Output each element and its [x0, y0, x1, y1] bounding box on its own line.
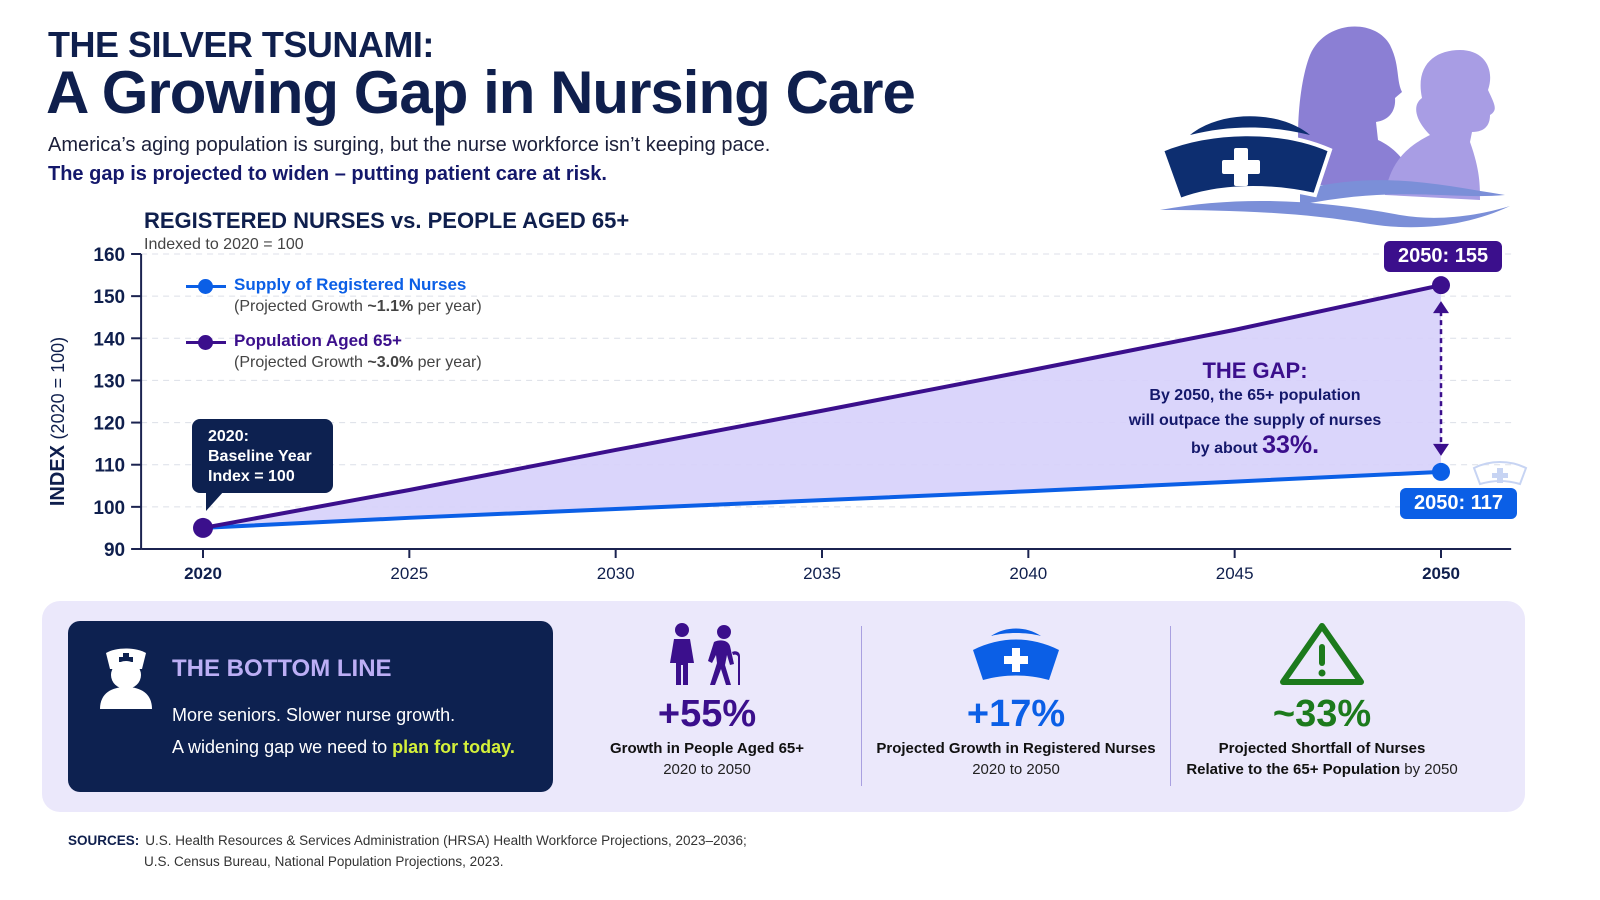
- legend-note: (Projected Growth ~1.1% per year): [234, 298, 482, 315]
- y-tick-label: 120: [93, 414, 125, 435]
- nurses-line: [202, 469, 1442, 530]
- warning-icon: [1280, 623, 1364, 685]
- legend-item-population: Population Aged 65+ (Projected Growth ~3…: [186, 331, 482, 372]
- kicker-title: THE SILVER TSUNAMI:: [48, 24, 434, 65]
- y-tick-label: 140: [93, 329, 125, 350]
- y-tick-label: 110: [94, 456, 125, 477]
- source-line: U.S. Health Resources & Services Adminis…: [145, 833, 747, 848]
- chart-title: REGISTERED NURSES vs. PEOPLE AGED 65+: [144, 208, 630, 233]
- x-tick-label: 2020: [184, 564, 222, 583]
- stat-sub: 2020 to 2050: [663, 761, 751, 778]
- source-line: U.S. Census Bureau, National Population …: [144, 854, 504, 869]
- stat-nurses: +17% Projected Growth in Registered Nurs…: [866, 622, 1166, 778]
- stat-value: ~33%: [1272, 693, 1372, 735]
- y-tick-label: 90: [104, 540, 125, 561]
- nurse-avatar-icon: [100, 648, 152, 709]
- subtitle: America’s aging population is surging, b…: [48, 134, 771, 156]
- y-tick-label: 160: [93, 245, 125, 266]
- baseline-callout: 2020: Baseline Year Index = 100: [192, 419, 333, 511]
- bottom-line-title: THE BOTTOM LINE: [172, 655, 392, 682]
- nurses-2050-point: [1432, 462, 1450, 481]
- nurse-cap-icon: [973, 628, 1059, 680]
- population-2050-label: 2050: 155: [1384, 241, 1503, 272]
- bottom-line-text: More seniors. Slower nurse growth.: [172, 705, 456, 725]
- small-nurse-cap-icon: [1472, 461, 1528, 486]
- population-2050-point: [1432, 276, 1450, 295]
- stat-seniors: +55% Growth in People Aged 65+ 2020 to 2…: [557, 622, 857, 778]
- stat-sub: Relative to the 65+ Population by 2050: [1186, 761, 1458, 778]
- x-tick-label: 2045: [1216, 564, 1254, 583]
- legend-label: Population Aged 65+: [234, 331, 402, 350]
- line-chart: 90 100 110 120 130 140 150 160 2020 2025 2030 2035 2…: [47, 245, 1512, 583]
- divider: [861, 626, 862, 786]
- x-tick-label: 2025: [390, 564, 428, 583]
- page-title: A Growing Gap in Nursing Care: [46, 59, 916, 126]
- stat-label: Growth in People Aged 65+: [609, 740, 805, 757]
- sources-label: SOURCES:: [68, 833, 140, 848]
- arrow-down-icon: [1433, 443, 1449, 456]
- stat-sub: 2020 to 2050: [972, 761, 1060, 778]
- y-axis-label: INDEX (2020 = 100): [47, 337, 69, 506]
- stat-label: Projected Shortfall of Nurses: [1218, 740, 1426, 757]
- seniors-icon: [670, 623, 740, 685]
- subtitle-bold: The gap is projected to widen – putting …: [48, 163, 607, 185]
- stat-value: +55%: [657, 693, 757, 735]
- legend-item-nurses: Supply of Registered Nurses (Projected G…: [186, 275, 482, 316]
- x-tick-label: 2030: [597, 564, 635, 583]
- y-tick-label: 150: [93, 287, 125, 308]
- stat-label: Projected Growth in Registered Nurses: [876, 740, 1156, 757]
- man-silhouette-icon: [1298, 26, 1412, 186]
- x-tick-label: 2040: [1009, 564, 1047, 583]
- gap-annotation: THE GAP: By 2050, the 65+ population wil…: [1128, 358, 1382, 459]
- stat-shortfall: ~33% Projected Shortfall of Nurses Relat…: [1172, 622, 1472, 778]
- wave-icon: [1160, 200, 1510, 228]
- wave-icon: [1300, 180, 1505, 205]
- arrow-up-icon: [1433, 301, 1449, 314]
- legend-label: Supply of Registered Nurses: [234, 275, 467, 294]
- divider: [1170, 626, 1171, 786]
- x-tick-label: 2035: [803, 564, 841, 583]
- chart-subtitle: Indexed to 2020 = 100: [144, 236, 304, 253]
- woman-silhouette-icon: [1385, 50, 1495, 200]
- y-tick-label: 130: [93, 371, 125, 392]
- legend-swatch-nurses: [186, 279, 226, 294]
- y-tick-label: 100: [93, 498, 125, 519]
- x-tick-label: 2050: [1422, 564, 1460, 583]
- nurses-2050-label: 2050: 117: [1400, 488, 1517, 519]
- bottom-line-text: A widening gap we need to plan for today…: [172, 737, 515, 757]
- bottom-line-card: THE BOTTOM LINE More seniors. Slower nur…: [68, 621, 553, 792]
- sources: SOURCES: U.S. Health Resources & Services…: [68, 830, 747, 872]
- legend-swatch-population: [186, 335, 226, 350]
- gap-area: [203, 285, 1441, 528]
- population-line: [202, 283, 1442, 530]
- baseline-2020-point: [193, 517, 213, 538]
- legend-note: (Projected Growth ~3.0% per year): [234, 354, 482, 371]
- stat-value: +17%: [966, 693, 1066, 735]
- hero-illustration: [1159, 26, 1510, 228]
